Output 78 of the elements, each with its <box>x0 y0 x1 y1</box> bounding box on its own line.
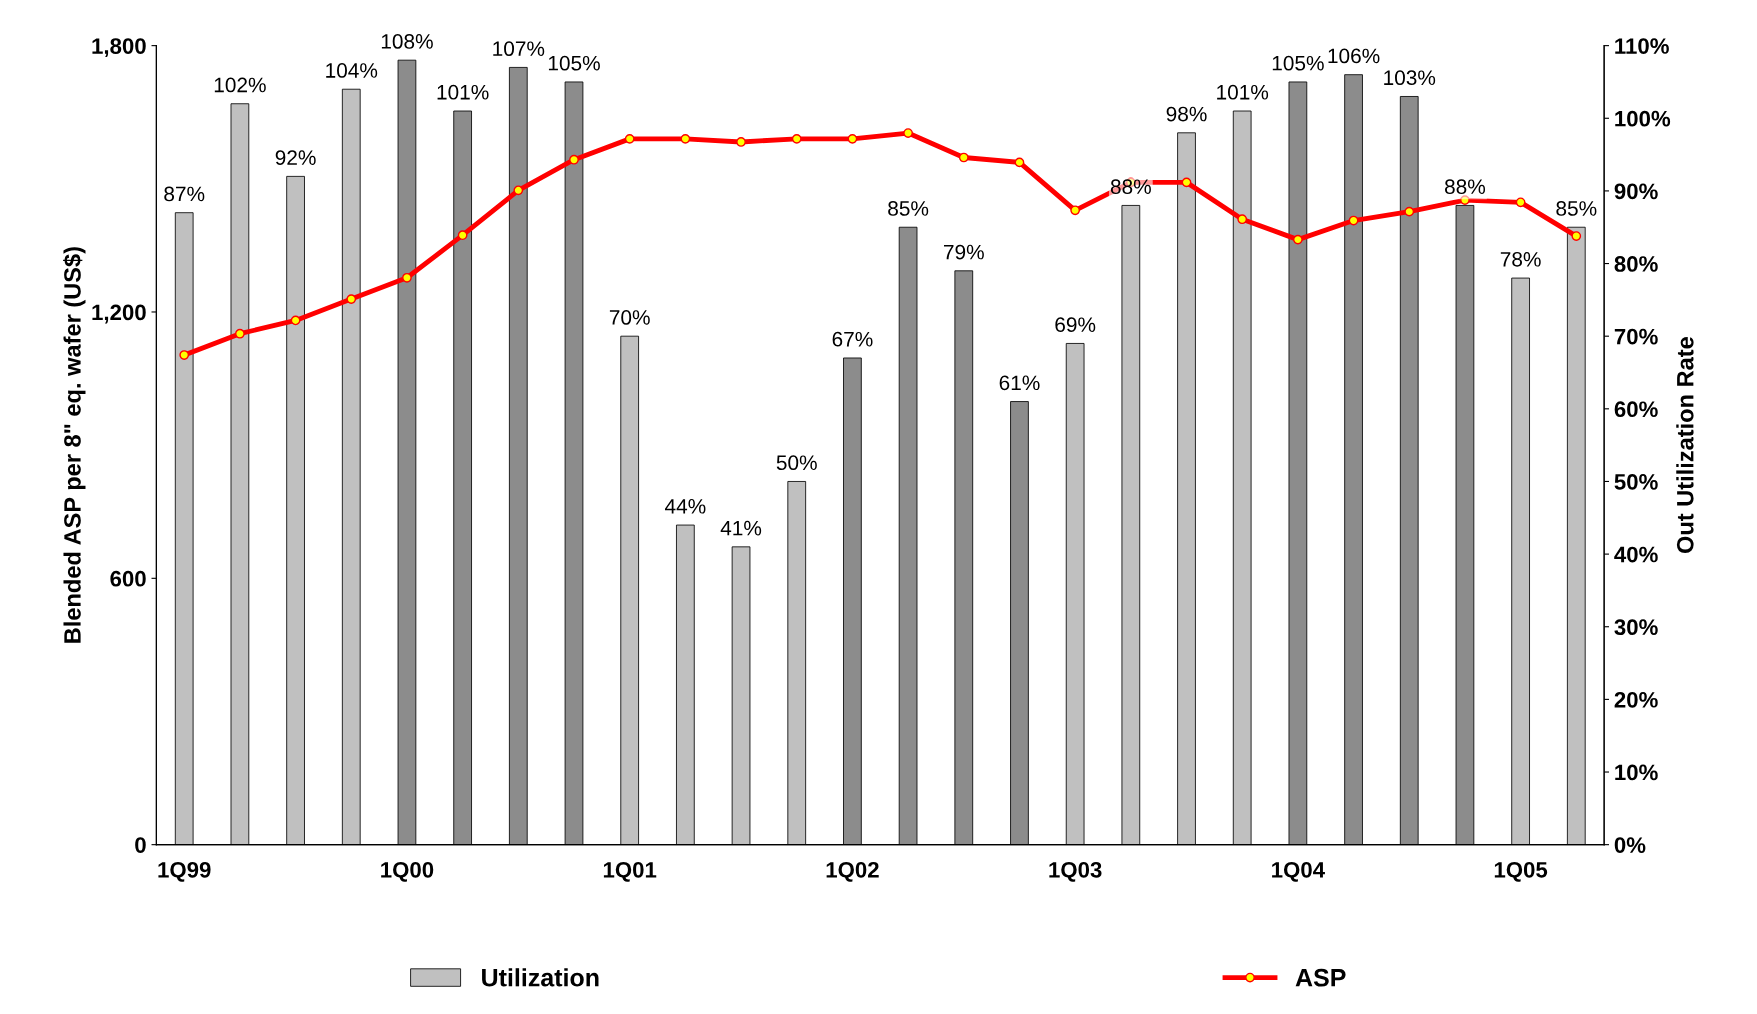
point <box>1404 206 1415 217</box>
data-label: 105% <box>1272 55 1324 71</box>
data-label: 104% <box>326 63 378 78</box>
point <box>1460 195 1470 205</box>
data-label: 108% <box>381 34 433 49</box>
data-label: 79% <box>944 244 984 260</box>
x-tick-label: 1Q02 <box>826 861 879 882</box>
point <box>624 133 635 144</box>
point <box>235 328 245 339</box>
data-label: 70% <box>609 310 650 325</box>
point <box>346 294 357 304</box>
y-axis-title: Blended ASP per 8" eq. wafer (US$) <box>63 247 86 643</box>
y2-tick-label: 110% <box>1615 38 1669 54</box>
data-label: 85% <box>888 201 929 216</box>
y2-tick-label: 20% <box>1614 691 1658 708</box>
y-tick-label: 600 <box>110 570 146 587</box>
y-tick-label: 1,200 <box>92 304 146 324</box>
point <box>903 128 913 138</box>
data-label: 44% <box>665 499 706 514</box>
point <box>513 185 524 196</box>
point <box>1515 197 1526 208</box>
y2-tick-label: 0% <box>1614 837 1646 853</box>
y2-tick-label: 40% <box>1614 546 1658 563</box>
x-tick-label: 1Q05 <box>1494 861 1548 882</box>
legend-label: ASP <box>1295 968 1346 987</box>
point <box>1181 177 1192 188</box>
y2-tick-label: 60% <box>1614 401 1658 418</box>
point <box>958 152 969 163</box>
point <box>569 154 579 165</box>
point <box>1348 215 1359 226</box>
point <box>1070 205 1081 216</box>
data-label: 101% <box>1217 84 1269 100</box>
y2-tick-label: 10% <box>1615 764 1658 781</box>
data-label: 88% <box>1444 179 1486 195</box>
data-label: 87% <box>164 186 205 202</box>
point <box>457 230 468 241</box>
point <box>402 272 412 283</box>
point <box>1571 231 1582 241</box>
x-tick-label: 1Q01 <box>603 861 657 882</box>
point <box>179 350 190 360</box>
x-tick-label: 1Q04 <box>1272 861 1325 882</box>
y-tick-label: 1,800 <box>92 38 146 58</box>
data-label: 92% <box>275 150 316 165</box>
y2-tick-label: 30% <box>1614 619 1658 636</box>
point <box>1237 214 1248 225</box>
data-label: 101% <box>437 84 489 100</box>
data-label: 78% <box>1500 251 1541 267</box>
data-label: 103% <box>1384 70 1436 86</box>
data-label: 67% <box>832 331 873 347</box>
data-label: 107% <box>493 41 545 57</box>
data-label: 85% <box>1556 201 1597 216</box>
x-tick-label: 1Q99 <box>158 861 211 882</box>
data-label: 106% <box>1328 48 1380 64</box>
data-label: 98% <box>1166 106 1207 122</box>
point <box>290 315 301 326</box>
y2-tick-label: 70% <box>1614 328 1658 345</box>
data-label: 102% <box>214 77 266 93</box>
y2-tick-label: 50% <box>1614 474 1658 490</box>
data-label: 105% <box>548 55 600 71</box>
point <box>736 137 746 147</box>
point <box>1014 157 1025 168</box>
x-tick-label: 1Q03 <box>1049 861 1102 882</box>
legend-label: Utilization <box>482 968 599 987</box>
point <box>791 133 802 144</box>
x-tick-label: 1Q00 <box>381 861 434 882</box>
data-label: 50% <box>776 455 817 471</box>
data-label: 41% <box>720 520 762 536</box>
y2-tick-label: 80% <box>1614 256 1658 272</box>
data-label: 88% <box>1110 179 1151 195</box>
point <box>1293 234 1303 245</box>
y2-tick-label: 90% <box>1614 183 1658 200</box>
data-label: 69% <box>1055 317 1096 333</box>
point <box>847 133 858 144</box>
y-tick-label: 0 <box>135 837 146 853</box>
point <box>680 133 691 144</box>
y2-axis-title: Out Utilization Rate <box>1676 337 1694 554</box>
y2-tick-label: 100% <box>1615 110 1671 127</box>
data-label: 61% <box>999 375 1040 391</box>
